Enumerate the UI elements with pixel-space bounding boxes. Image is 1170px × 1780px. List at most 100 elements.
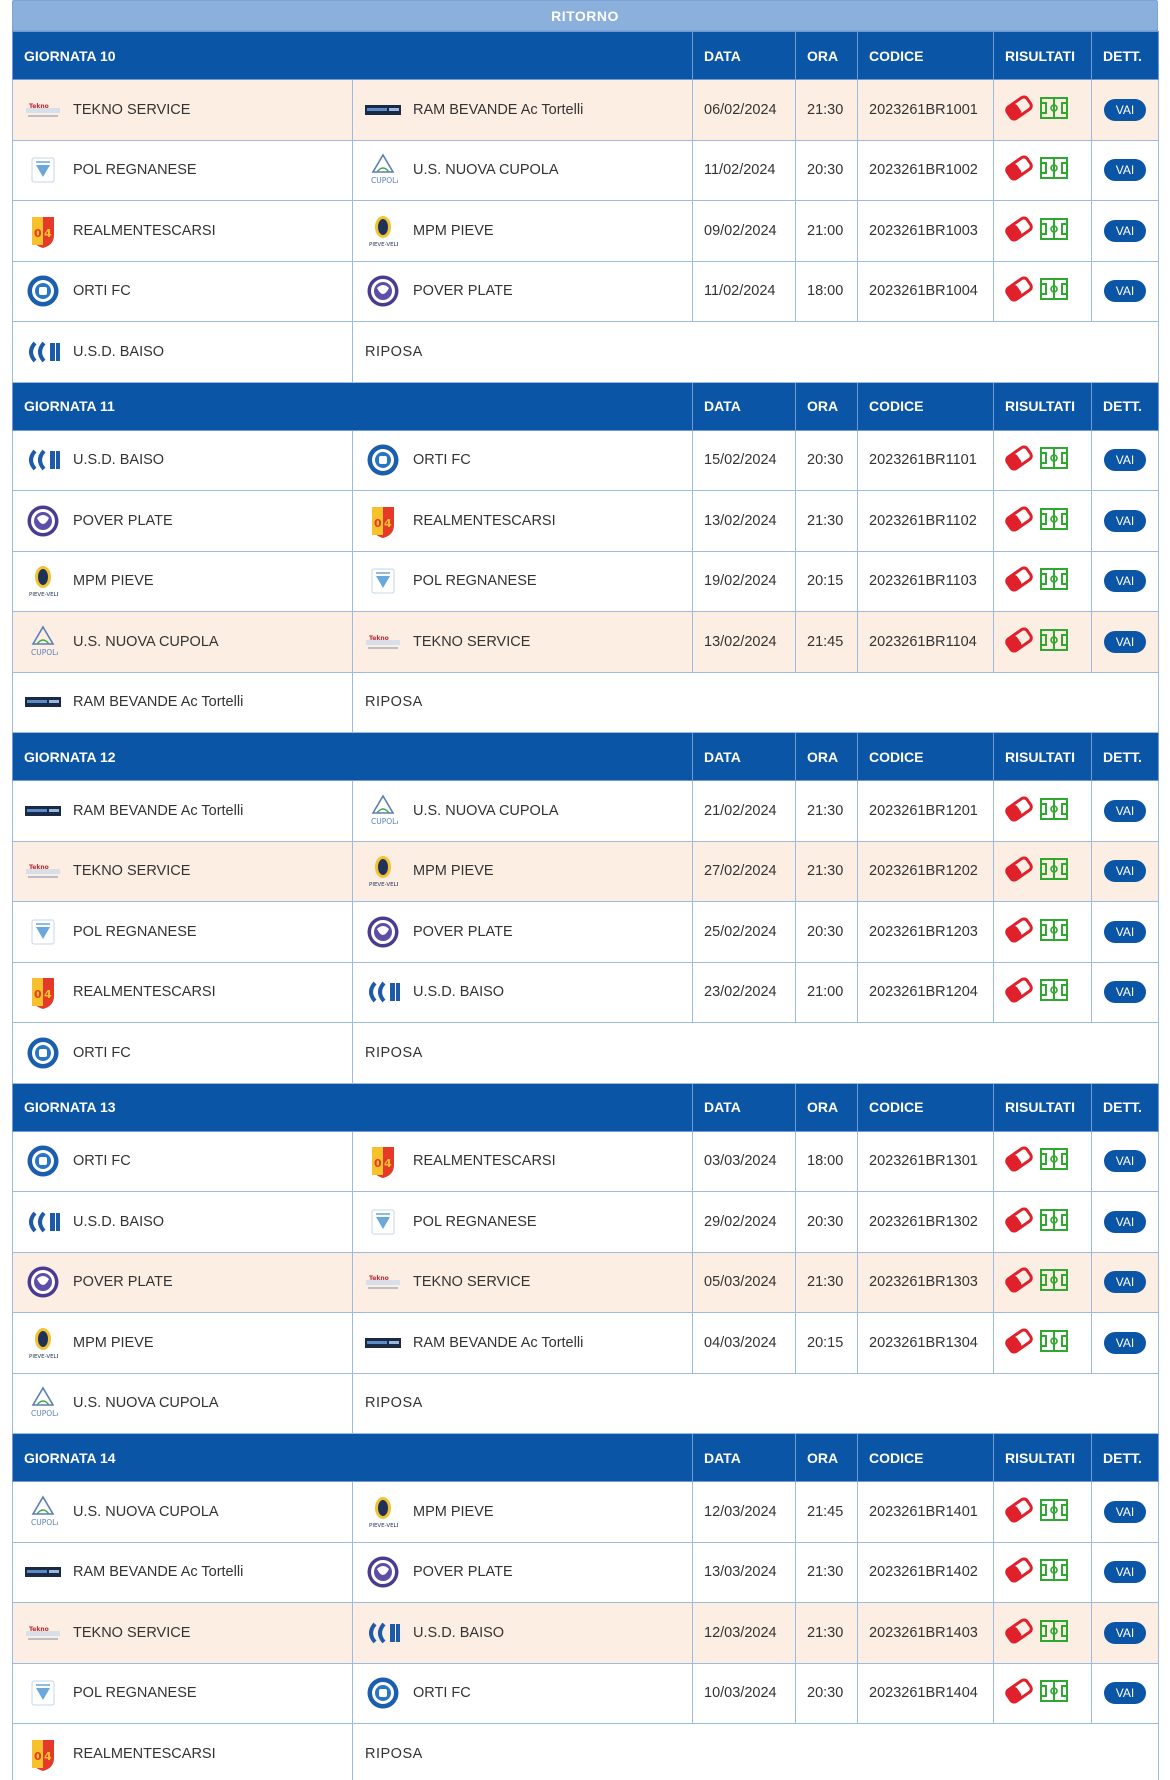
- team-name[interactable]: U.S.D. BAISO: [413, 984, 505, 1001]
- team-name[interactable]: RAM BEVANDE Ac Tortelli: [73, 1564, 244, 1581]
- team-name[interactable]: RAM BEVANDE Ac Tortelli: [413, 1334, 584, 1351]
- field-icon[interactable]: [1040, 1619, 1068, 1646]
- team-name[interactable]: U.S.D. BAISO: [73, 1213, 165, 1230]
- vai-button[interactable]: VAI: [1104, 920, 1146, 943]
- team-name[interactable]: REALMENTESCARSI: [73, 1745, 216, 1762]
- vai-button[interactable]: VAI: [1104, 1331, 1146, 1354]
- team-name[interactable]: U.S.D. BAISO: [413, 1624, 505, 1641]
- field-icon[interactable]: [1040, 447, 1068, 473]
- vai-button[interactable]: VAI: [1104, 219, 1146, 242]
- vai-button[interactable]: VAI: [1104, 280, 1146, 303]
- field-icon[interactable]: [1040, 278, 1068, 304]
- vai-button[interactable]: VAI: [1104, 159, 1146, 182]
- team-name[interactable]: POVER PLATE: [73, 1274, 173, 1291]
- result-whistle-icon[interactable]: [1004, 1678, 1034, 1708]
- field-icon[interactable]: [1040, 507, 1068, 534]
- vai-button[interactable]: VAI: [1104, 1500, 1146, 1523]
- vai-button[interactable]: VAI: [1104, 799, 1146, 822]
- team-name[interactable]: RAM BEVANDE Ac Tortelli: [73, 802, 244, 819]
- team-name[interactable]: U.S. NUOVA CUPOLA: [73, 633, 219, 650]
- field-icon[interactable]: [1040, 979, 1068, 1005]
- vai-button[interactable]: VAI: [1104, 570, 1146, 593]
- vai-button[interactable]: VAI: [1104, 1682, 1146, 1705]
- result-whistle-icon[interactable]: [1004, 627, 1034, 657]
- vai-button[interactable]: VAI: [1104, 1210, 1146, 1233]
- team-name[interactable]: MPM PIEVE: [413, 863, 494, 880]
- team-name[interactable]: POL REGNANESE: [413, 573, 537, 590]
- team-name[interactable]: U.S. NUOVA CUPOLA: [73, 1503, 219, 1520]
- field-icon[interactable]: [1040, 1208, 1068, 1235]
- result-whistle-icon[interactable]: [1004, 977, 1034, 1007]
- team-name[interactable]: ORTI FC: [73, 283, 131, 300]
- team-name[interactable]: TEKNO SERVICE: [73, 101, 191, 118]
- team-name[interactable]: RAM BEVANDE Ac Tortelli: [413, 101, 584, 118]
- team-name[interactable]: ORTI FC: [73, 1153, 131, 1170]
- team-name[interactable]: TEKNO SERVICE: [73, 863, 191, 880]
- result-whistle-icon[interactable]: [1004, 155, 1034, 185]
- result-whistle-icon[interactable]: [1004, 95, 1034, 125]
- result-whistle-icon[interactable]: [1004, 917, 1034, 947]
- result-whistle-icon[interactable]: [1004, 1497, 1034, 1527]
- team-name[interactable]: MPM PIEVE: [73, 1334, 154, 1351]
- result-whistle-icon[interactable]: [1004, 1328, 1034, 1358]
- team-name[interactable]: TEKNO SERVICE: [413, 1274, 531, 1291]
- team-name[interactable]: U.S. NUOVA CUPOLA: [413, 802, 559, 819]
- field-icon[interactable]: [1040, 1148, 1068, 1174]
- field-icon[interactable]: [1040, 217, 1068, 244]
- team-name[interactable]: U.S.D. BAISO: [73, 452, 165, 469]
- field-icon[interactable]: [1040, 628, 1068, 655]
- field-icon[interactable]: [1040, 1680, 1068, 1706]
- team-name[interactable]: POL REGNANESE: [413, 1213, 537, 1230]
- team-name[interactable]: ORTI FC: [73, 1044, 131, 1061]
- vai-button[interactable]: VAI: [1104, 630, 1146, 653]
- team-name[interactable]: POL REGNANESE: [73, 1685, 197, 1702]
- field-icon[interactable]: [1040, 1269, 1068, 1295]
- team-name[interactable]: POVER PLATE: [413, 283, 513, 300]
- team-name[interactable]: MPM PIEVE: [413, 222, 494, 239]
- team-name[interactable]: ORTI FC: [413, 452, 471, 469]
- team-name[interactable]: TEKNO SERVICE: [413, 633, 531, 650]
- field-icon[interactable]: [1040, 1329, 1068, 1356]
- field-icon[interactable]: [1040, 568, 1068, 594]
- team-name[interactable]: POL REGNANESE: [73, 923, 197, 940]
- team-name[interactable]: POVER PLATE: [413, 1564, 513, 1581]
- vai-button[interactable]: VAI: [1104, 98, 1146, 121]
- team-name[interactable]: MPM PIEVE: [413, 1503, 494, 1520]
- team-name[interactable]: REALMENTESCARSI: [73, 222, 216, 239]
- team-name[interactable]: RAM BEVANDE Ac Tortelli: [73, 694, 244, 711]
- team-name[interactable]: U.S. NUOVA CUPOLA: [73, 1395, 219, 1412]
- team-name[interactable]: U.S. NUOVA CUPOLA: [413, 162, 559, 179]
- result-whistle-icon[interactable]: [1004, 566, 1034, 596]
- result-whistle-icon[interactable]: [1004, 445, 1034, 475]
- result-whistle-icon[interactable]: [1004, 506, 1034, 536]
- team-name[interactable]: REALMENTESCARSI: [413, 1153, 556, 1170]
- team-name[interactable]: REALMENTESCARSI: [73, 984, 216, 1001]
- field-icon[interactable]: [1040, 1498, 1068, 1525]
- vai-button[interactable]: VAI: [1104, 449, 1146, 472]
- team-name[interactable]: POVER PLATE: [413, 923, 513, 940]
- result-whistle-icon[interactable]: [1004, 276, 1034, 306]
- team-name[interactable]: TEKNO SERVICE: [73, 1624, 191, 1641]
- result-whistle-icon[interactable]: [1004, 1618, 1034, 1648]
- field-icon[interactable]: [1040, 157, 1068, 183]
- result-whistle-icon[interactable]: [1004, 856, 1034, 886]
- team-name[interactable]: U.S.D. BAISO: [73, 343, 165, 360]
- result-whistle-icon[interactable]: [1004, 1267, 1034, 1297]
- field-icon[interactable]: [1040, 918, 1068, 945]
- team-name[interactable]: ORTI FC: [413, 1685, 471, 1702]
- vai-button[interactable]: VAI: [1104, 1621, 1146, 1644]
- result-whistle-icon[interactable]: [1004, 1146, 1034, 1176]
- result-whistle-icon[interactable]: [1004, 1207, 1034, 1237]
- team-name[interactable]: POVER PLATE: [73, 512, 173, 529]
- field-icon[interactable]: [1040, 797, 1068, 824]
- team-name[interactable]: REALMENTESCARSI: [413, 512, 556, 529]
- vai-button[interactable]: VAI: [1104, 1271, 1146, 1294]
- result-whistle-icon[interactable]: [1004, 216, 1034, 246]
- field-icon[interactable]: [1040, 1559, 1068, 1585]
- vai-button[interactable]: VAI: [1104, 509, 1146, 532]
- vai-button[interactable]: VAI: [1104, 981, 1146, 1004]
- result-whistle-icon[interactable]: [1004, 1557, 1034, 1587]
- field-icon[interactable]: [1040, 858, 1068, 884]
- team-name[interactable]: POL REGNANESE: [73, 162, 197, 179]
- vai-button[interactable]: VAI: [1104, 860, 1146, 883]
